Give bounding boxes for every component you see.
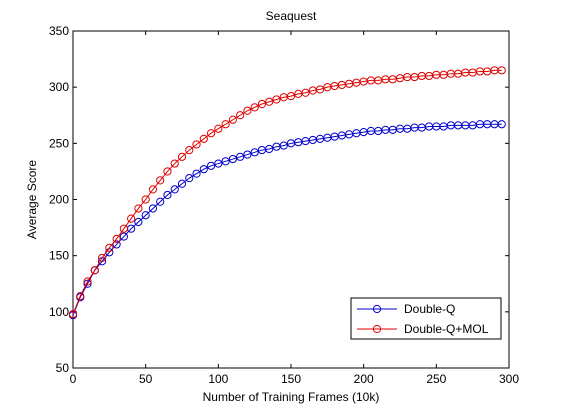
y-tick-label: 100 xyxy=(49,305,69,319)
data-point-double-q xyxy=(250,148,259,157)
data-point-double-q xyxy=(206,161,216,170)
data-point-double-q-mol xyxy=(185,145,194,155)
data-point-double-q-mol xyxy=(170,159,179,168)
y-tick-label: 50 xyxy=(56,361,70,375)
y-tick-label: 150 xyxy=(49,249,69,263)
data-point-double-q xyxy=(134,217,143,227)
legend: Double-Q Double-Q+MOL xyxy=(350,297,502,340)
data-point-double-q xyxy=(119,232,128,241)
y-tick-label: 200 xyxy=(49,193,69,207)
x-tick-label: 300 xyxy=(499,372,519,386)
x-tick-label: 100 xyxy=(208,372,228,386)
data-point-double-q xyxy=(214,159,223,168)
legend-label-double-q-mol: Double-Q+MOL xyxy=(404,322,489,336)
data-point-double-q-mol xyxy=(192,140,201,149)
data-point-double-q-mol xyxy=(90,266,99,275)
data-point-double-q-mol xyxy=(119,224,128,233)
data-point-double-q-mol xyxy=(286,92,296,101)
data-point-double-q-mol xyxy=(177,152,187,161)
data-point-double-q-mol xyxy=(76,292,85,301)
series-double-q-mol xyxy=(68,66,506,319)
data-point-double-q-mol xyxy=(250,103,259,112)
data-point-double-q xyxy=(228,154,237,164)
data-point-double-q-mol xyxy=(214,124,223,133)
data-point-double-q xyxy=(83,279,92,288)
legend-marker-double-q-mol xyxy=(372,324,382,334)
data-point-double-q xyxy=(221,157,230,166)
data-point-double-q-mol xyxy=(243,106,252,115)
x-tick-label: 150 xyxy=(281,372,301,386)
data-point-double-q-mol xyxy=(221,120,230,129)
data-point-double-q-mol xyxy=(148,185,158,194)
y-tick-label: 350 xyxy=(49,24,69,38)
data-point-double-q xyxy=(265,144,274,154)
data-point-double-q-mol xyxy=(112,234,121,243)
data-point-double-q-mol xyxy=(301,88,310,97)
x-tick-label: 200 xyxy=(354,372,374,386)
data-point-double-q-mol xyxy=(134,204,143,213)
data-point-double-q-mol xyxy=(141,195,150,204)
data-point-double-q xyxy=(185,174,194,183)
data-point-double-q-mol xyxy=(257,99,267,109)
data-point-double-q xyxy=(156,197,165,206)
data-point-double-q xyxy=(148,204,158,213)
data-point-double-q xyxy=(497,120,506,129)
data-point-double-q xyxy=(141,211,150,220)
data-point-double-q-mol xyxy=(236,111,245,120)
y-tick-label: 300 xyxy=(49,80,69,94)
data-point-double-q xyxy=(170,185,179,194)
y-axis: 50 100 150 200 250 300 350 xyxy=(49,24,509,375)
x-tick-label: 250 xyxy=(426,372,446,386)
data-point-double-q xyxy=(192,169,201,178)
data-point-double-q-mol xyxy=(497,66,506,75)
y-tick-label: 250 xyxy=(49,136,69,150)
chart-title: Seaquest xyxy=(266,9,317,23)
x-tick-label: 50 xyxy=(139,372,153,386)
series-layer xyxy=(68,66,506,320)
x-axis: 0 50 100 150 200 250 300 xyxy=(70,31,519,386)
data-point-double-q xyxy=(163,190,172,200)
y-axis-title: Average Score xyxy=(25,160,39,239)
data-point-double-q-mol xyxy=(68,309,78,319)
data-point-double-q xyxy=(199,165,208,174)
data-point-double-q-mol xyxy=(156,176,165,185)
data-point-double-q xyxy=(177,179,187,188)
data-point-double-q-mol xyxy=(199,134,208,143)
data-point-double-q xyxy=(279,141,288,150)
data-point-double-q xyxy=(236,152,245,161)
data-point-double-q-mol xyxy=(127,214,136,223)
data-point-double-q-mol xyxy=(83,277,92,286)
x-axis-title: Number of Training Frames (10k) xyxy=(203,390,380,404)
data-point-double-q xyxy=(112,240,121,249)
data-point-double-q-mol xyxy=(315,85,325,94)
legend-label-double-q: Double-Q xyxy=(404,302,455,316)
legend-marker-double-q xyxy=(372,304,382,314)
data-point-double-q-mol xyxy=(206,129,216,138)
data-point-double-q-mol xyxy=(97,253,107,263)
data-point-double-q xyxy=(243,150,252,159)
data-point-double-q-mol xyxy=(272,95,281,104)
data-point-double-q-mol xyxy=(163,167,172,176)
data-point-double-q-mol xyxy=(105,243,114,252)
data-point-double-q-mol xyxy=(228,115,237,124)
data-point-double-q-mol xyxy=(265,97,274,106)
x-tick-label: 0 xyxy=(70,372,77,386)
